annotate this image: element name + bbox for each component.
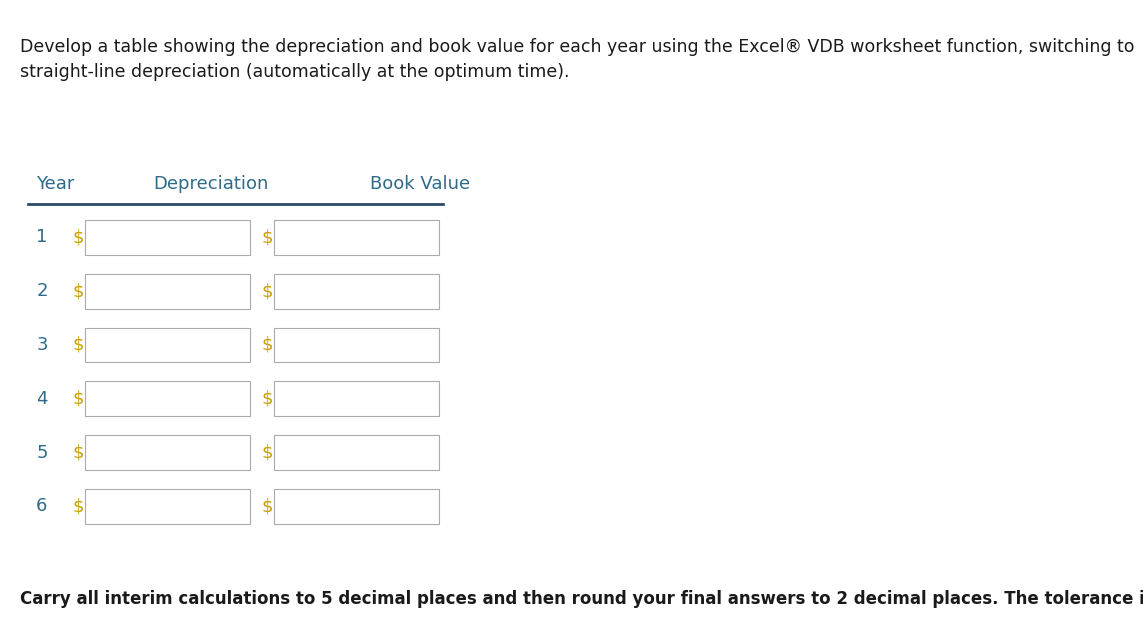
Text: $: $	[72, 229, 83, 246]
Text: $: $	[262, 498, 273, 515]
Text: 4: 4	[37, 390, 48, 408]
Text: $: $	[72, 444, 83, 461]
Text: $: $	[262, 444, 273, 461]
FancyBboxPatch shape	[85, 273, 249, 308]
FancyBboxPatch shape	[273, 220, 439, 254]
FancyBboxPatch shape	[273, 436, 439, 470]
Text: Carry all interim calculations to 5 decimal places and then round your final ans: Carry all interim calculations to 5 deci…	[21, 590, 1143, 608]
Text: 3: 3	[37, 336, 48, 354]
Text: $: $	[262, 229, 273, 246]
FancyBboxPatch shape	[85, 381, 249, 417]
Text: Book Value: Book Value	[370, 175, 471, 193]
Text: Depreciation: Depreciation	[153, 175, 269, 193]
Text: $: $	[72, 390, 83, 408]
Text: $: $	[262, 336, 273, 354]
FancyBboxPatch shape	[273, 489, 439, 524]
Text: Year: Year	[37, 175, 74, 193]
Text: 6: 6	[37, 498, 48, 515]
FancyBboxPatch shape	[85, 328, 249, 362]
Text: 5: 5	[37, 444, 48, 461]
Text: $: $	[72, 282, 83, 300]
FancyBboxPatch shape	[85, 436, 249, 470]
Text: $: $	[262, 390, 273, 408]
FancyBboxPatch shape	[85, 489, 249, 524]
FancyBboxPatch shape	[273, 381, 439, 417]
Text: Develop a table showing the depreciation and book value for each year using the : Develop a table showing the depreciation…	[21, 38, 1135, 81]
Text: $: $	[72, 498, 83, 515]
Text: 2: 2	[37, 282, 48, 300]
FancyBboxPatch shape	[273, 328, 439, 362]
FancyBboxPatch shape	[85, 220, 249, 254]
Text: 1: 1	[37, 229, 48, 246]
FancyBboxPatch shape	[273, 273, 439, 308]
Text: $: $	[72, 336, 83, 354]
Text: $: $	[262, 282, 273, 300]
